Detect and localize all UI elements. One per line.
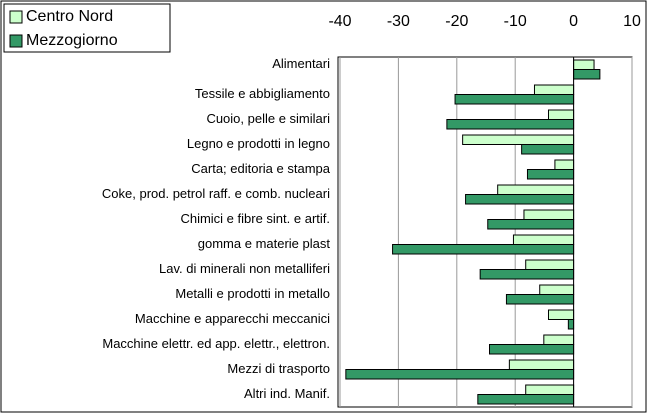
bar	[392, 244, 575, 255]
legend-label: Mezzogiorno	[26, 32, 118, 49]
bar	[539, 284, 575, 295]
bar	[508, 359, 575, 370]
bar	[446, 119, 575, 130]
y-tick-label: Carta; editoria e stampa	[191, 161, 331, 176]
bar	[547, 109, 575, 120]
plot-area	[337, 56, 633, 408]
y-tick-label: Mezzi di trasporto	[227, 361, 330, 376]
y-tick-label: Chimici e fibre sint. e artif.	[180, 211, 330, 226]
x-tick-label: 0	[569, 13, 578, 30]
y-tick-label: Legno e prodotti in legno	[187, 136, 330, 151]
legend-swatch	[9, 34, 23, 48]
legend-label: Centro Nord	[26, 8, 113, 25]
bar	[477, 394, 575, 405]
y-tick-label: Metalli e prodotti in metallo	[175, 286, 330, 301]
legend-box	[3, 3, 171, 53]
y-tick-label: Coke, prod. petrol raff. e comb. nuclear…	[102, 186, 330, 201]
bar	[573, 59, 595, 70]
y-tick-label: Alimentari	[272, 56, 330, 71]
y-tick-label: Tessile e abbigliamento	[195, 86, 330, 101]
y-tick-label: Altri ind. Manif.	[244, 386, 330, 401]
bar	[554, 159, 575, 170]
x-tick-label: -10	[504, 13, 527, 30]
x-tick-label: -40	[328, 13, 351, 30]
y-tick-label: Cuoio, pelle e similari	[206, 111, 330, 126]
bar	[525, 384, 575, 395]
bar	[512, 234, 575, 245]
x-tick-label: -30	[387, 13, 410, 30]
bar	[489, 344, 575, 355]
y-tick-label: Lav. di minerali non metalliferi	[159, 261, 330, 276]
y-tick-label: Macchine elettr. ed app. elettr., elettr…	[102, 336, 330, 351]
bar	[465, 194, 575, 205]
bar	[479, 269, 575, 280]
x-tick-label: -20	[445, 13, 468, 30]
bar	[462, 134, 575, 145]
bar	[573, 69, 601, 80]
bar	[533, 84, 575, 95]
bar	[521, 144, 575, 155]
bar	[526, 169, 575, 180]
bar	[487, 219, 575, 230]
bar	[454, 94, 575, 105]
bar	[547, 309, 575, 320]
bar	[523, 209, 575, 220]
bar	[567, 319, 575, 330]
y-tick-label: gomma e materie plast	[198, 236, 331, 251]
bar	[543, 334, 575, 345]
y-tick-label: Macchine e apparecchi meccanici	[135, 311, 330, 326]
x-tick-label: 10	[623, 13, 641, 30]
legend-swatch	[9, 10, 23, 24]
bar	[497, 184, 575, 195]
bar	[525, 259, 575, 270]
bar	[505, 294, 575, 305]
bar	[345, 369, 575, 380]
